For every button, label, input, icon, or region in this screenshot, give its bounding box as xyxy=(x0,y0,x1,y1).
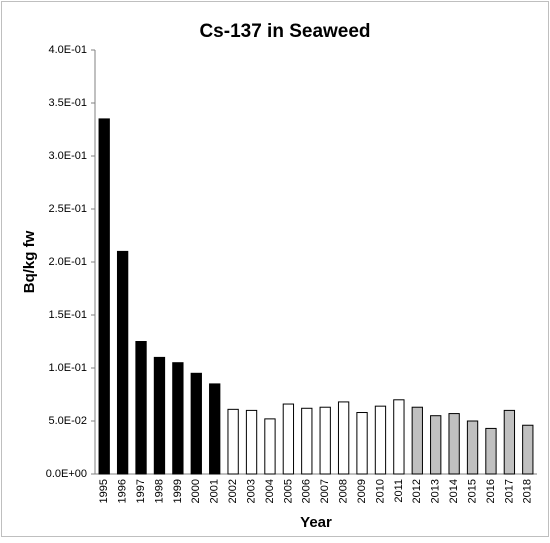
x-tick-label: 2015 xyxy=(466,479,478,503)
bar xyxy=(301,407,313,475)
bar xyxy=(172,362,184,475)
x-tick-label: 2018 xyxy=(522,479,534,503)
x-tick-label: 2017 xyxy=(503,479,515,503)
bar xyxy=(190,372,202,475)
x-tick-label: 1999 xyxy=(172,479,184,503)
x-tick-label: 2001 xyxy=(209,479,221,503)
y-axis-title: Bq/kg fw xyxy=(21,230,38,293)
x-tick-label: 2004 xyxy=(264,479,276,503)
bar xyxy=(116,250,129,475)
chart-title: Cs-137 in Seaweed xyxy=(199,21,370,42)
bar xyxy=(319,406,331,475)
y-tick-label: 4.0E-01 xyxy=(48,44,87,56)
bar xyxy=(485,427,497,475)
x-axis-title: Year xyxy=(300,514,332,531)
bar xyxy=(135,341,147,475)
y-tick-label: 5.0E-02 xyxy=(48,415,87,427)
bar xyxy=(337,401,350,475)
bar xyxy=(227,408,239,475)
y-tick-label: 2.5E-01 xyxy=(48,203,87,215)
x-tick-label: 2008 xyxy=(338,479,350,503)
y-tick-label: 1.0E-01 xyxy=(48,362,87,374)
bar xyxy=(503,409,516,475)
bar xyxy=(374,405,387,475)
x-tick-label: 1995 xyxy=(98,479,110,503)
bar xyxy=(393,399,405,475)
bar xyxy=(98,118,110,475)
bar xyxy=(411,406,423,475)
bar xyxy=(466,420,479,475)
x-tick-label: 2013 xyxy=(430,479,442,503)
x-tick-label: 2005 xyxy=(282,479,294,503)
x-tick-label: 2009 xyxy=(356,479,368,503)
x-tick-label: 2007 xyxy=(319,479,331,503)
x-tick-label: 2002 xyxy=(227,479,239,503)
x-tick-label: 2006 xyxy=(301,479,313,503)
x-tick-label: 1997 xyxy=(135,479,147,503)
x-tick-label: 1996 xyxy=(117,479,129,503)
x-tick-label: 2003 xyxy=(245,479,257,503)
y-tick-label: 3.0E-01 xyxy=(48,150,87,162)
bar xyxy=(153,356,166,475)
bar xyxy=(356,412,368,475)
x-tick-label: 2014 xyxy=(448,479,460,503)
y-tick-label: 0.0E+00 xyxy=(46,468,87,480)
bar xyxy=(264,418,276,475)
bar xyxy=(522,424,534,475)
bar xyxy=(245,409,258,475)
x-tick-label: 2010 xyxy=(374,479,386,503)
bar xyxy=(448,413,460,475)
x-tick-label: 1998 xyxy=(153,479,165,503)
bar xyxy=(282,403,295,475)
y-tick-label: 2.0E-01 xyxy=(48,256,87,268)
bar xyxy=(209,383,221,475)
y-tick-label: 1.5E-01 xyxy=(48,309,87,321)
x-tick-label: 2000 xyxy=(190,479,202,503)
x-tick-label: 2011 xyxy=(393,479,405,503)
y-tick-label: 3.5E-01 xyxy=(48,97,87,109)
x-tick-label: 2012 xyxy=(411,479,423,503)
bar xyxy=(430,415,442,475)
x-tick-label: 2016 xyxy=(485,479,497,503)
